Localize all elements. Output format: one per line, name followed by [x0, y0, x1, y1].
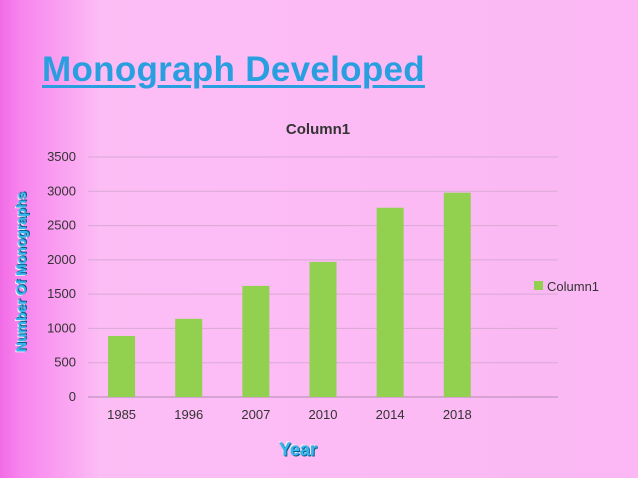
x-tick-label: 2010 [309, 407, 338, 422]
bar [242, 285, 270, 397]
slide-title: Monograph Developed [42, 50, 425, 89]
y-tick-label: 3500 [47, 149, 76, 164]
chart-legend: Column1 [534, 279, 599, 294]
x-tick-label: 1985 [107, 407, 136, 422]
bar [443, 192, 471, 397]
y-axis-ticks: 0 500 1000 1500 2000 2500 3000 3500 [47, 149, 76, 404]
bar [108, 335, 136, 397]
y-tick-label: 500 [54, 355, 76, 370]
y-tick-label: 1500 [47, 286, 76, 301]
y-tick-label: 2500 [47, 218, 76, 233]
x-tick-label: 1996 [174, 407, 203, 422]
legend-label: Column1 [547, 279, 599, 294]
legend-swatch [534, 281, 543, 290]
x-axis-title: Year [278, 439, 318, 460]
bar [309, 261, 337, 397]
y-tick-label: 2000 [47, 252, 76, 267]
chart-title: Column1 [286, 121, 350, 138]
x-tick-label: 2007 [241, 407, 270, 422]
x-tick-label: 2018 [443, 407, 472, 422]
chart-bars [108, 192, 471, 397]
x-tick-label: 2014 [376, 407, 405, 422]
y-tick-label: 1000 [47, 320, 76, 335]
y-tick-label: 3000 [47, 183, 76, 198]
x-axis-ticks: 1985 1996 2007 2010 2014 2018 [107, 407, 472, 422]
y-tick-label: 0 [69, 389, 76, 404]
bar [175, 318, 203, 397]
bar [376, 207, 404, 397]
